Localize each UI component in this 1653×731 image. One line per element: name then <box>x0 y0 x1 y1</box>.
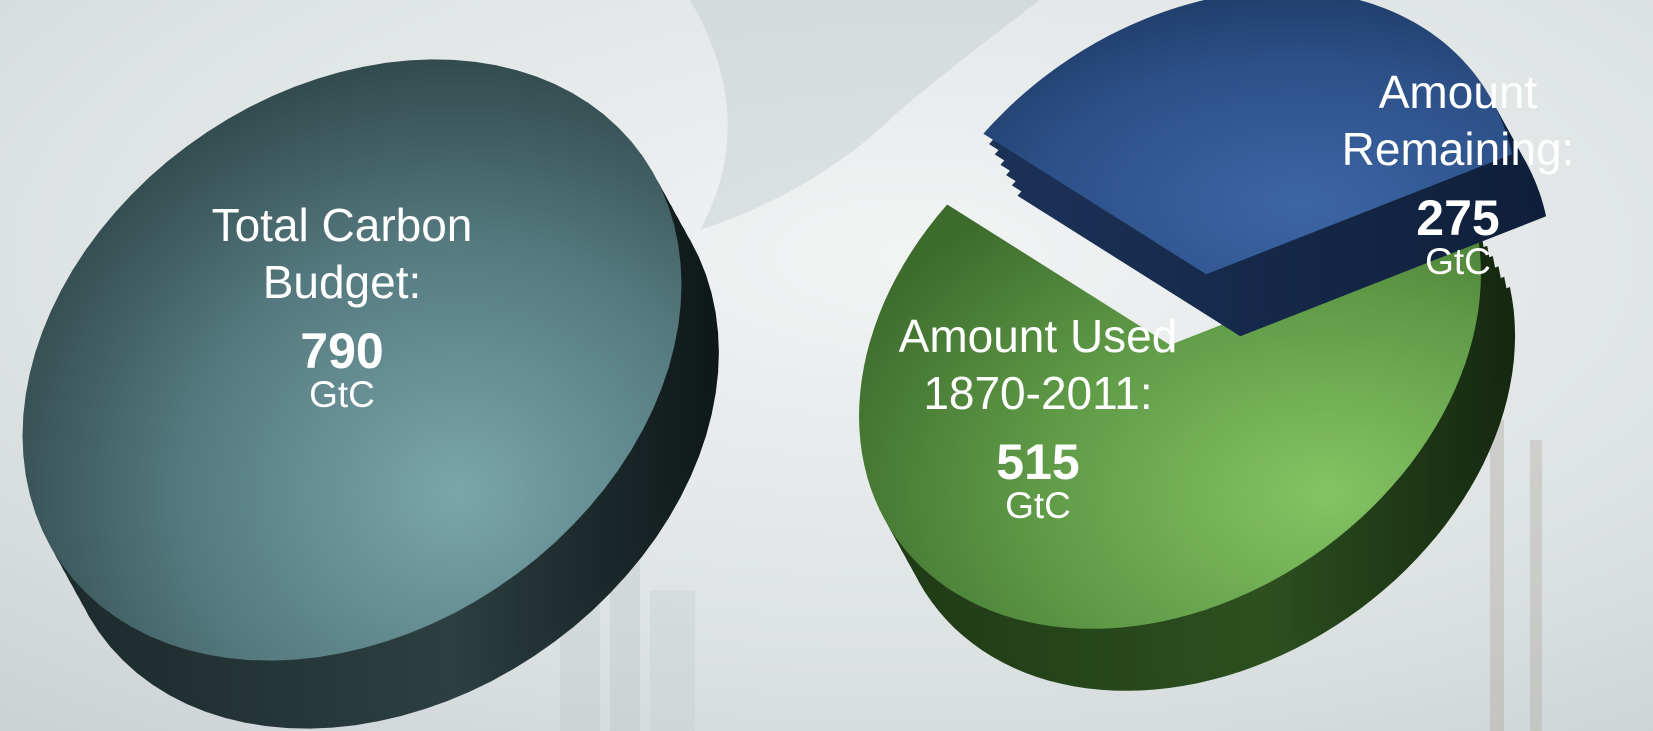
amount-remaining-unit: GtC <box>1425 241 1491 282</box>
amount-remaining-title-line: Amount <box>1379 66 1538 118</box>
pie-slice-total-budget <box>22 59 719 729</box>
pie-slice-amount-remaining <box>983 0 1547 337</box>
amount-used-value: 515 <box>996 434 1079 490</box>
total-budget-unit: GtC <box>309 374 375 415</box>
pie-slice-amount-used <box>859 204 1516 691</box>
amount-remaining-title-line: Remaining: <box>1342 123 1575 175</box>
amount-used-title-line: 1870-2011: <box>923 367 1152 419</box>
amount-used-title-line: Amount Used <box>899 310 1178 362</box>
total-budget-title-line: Budget: <box>263 256 422 308</box>
amount-remaining-value: 275 <box>1416 190 1499 246</box>
amount-used-unit: GtC <box>1005 485 1071 526</box>
total-budget-value: 790 <box>300 323 383 379</box>
total-budget-title-line: Total Carbon <box>212 199 473 251</box>
